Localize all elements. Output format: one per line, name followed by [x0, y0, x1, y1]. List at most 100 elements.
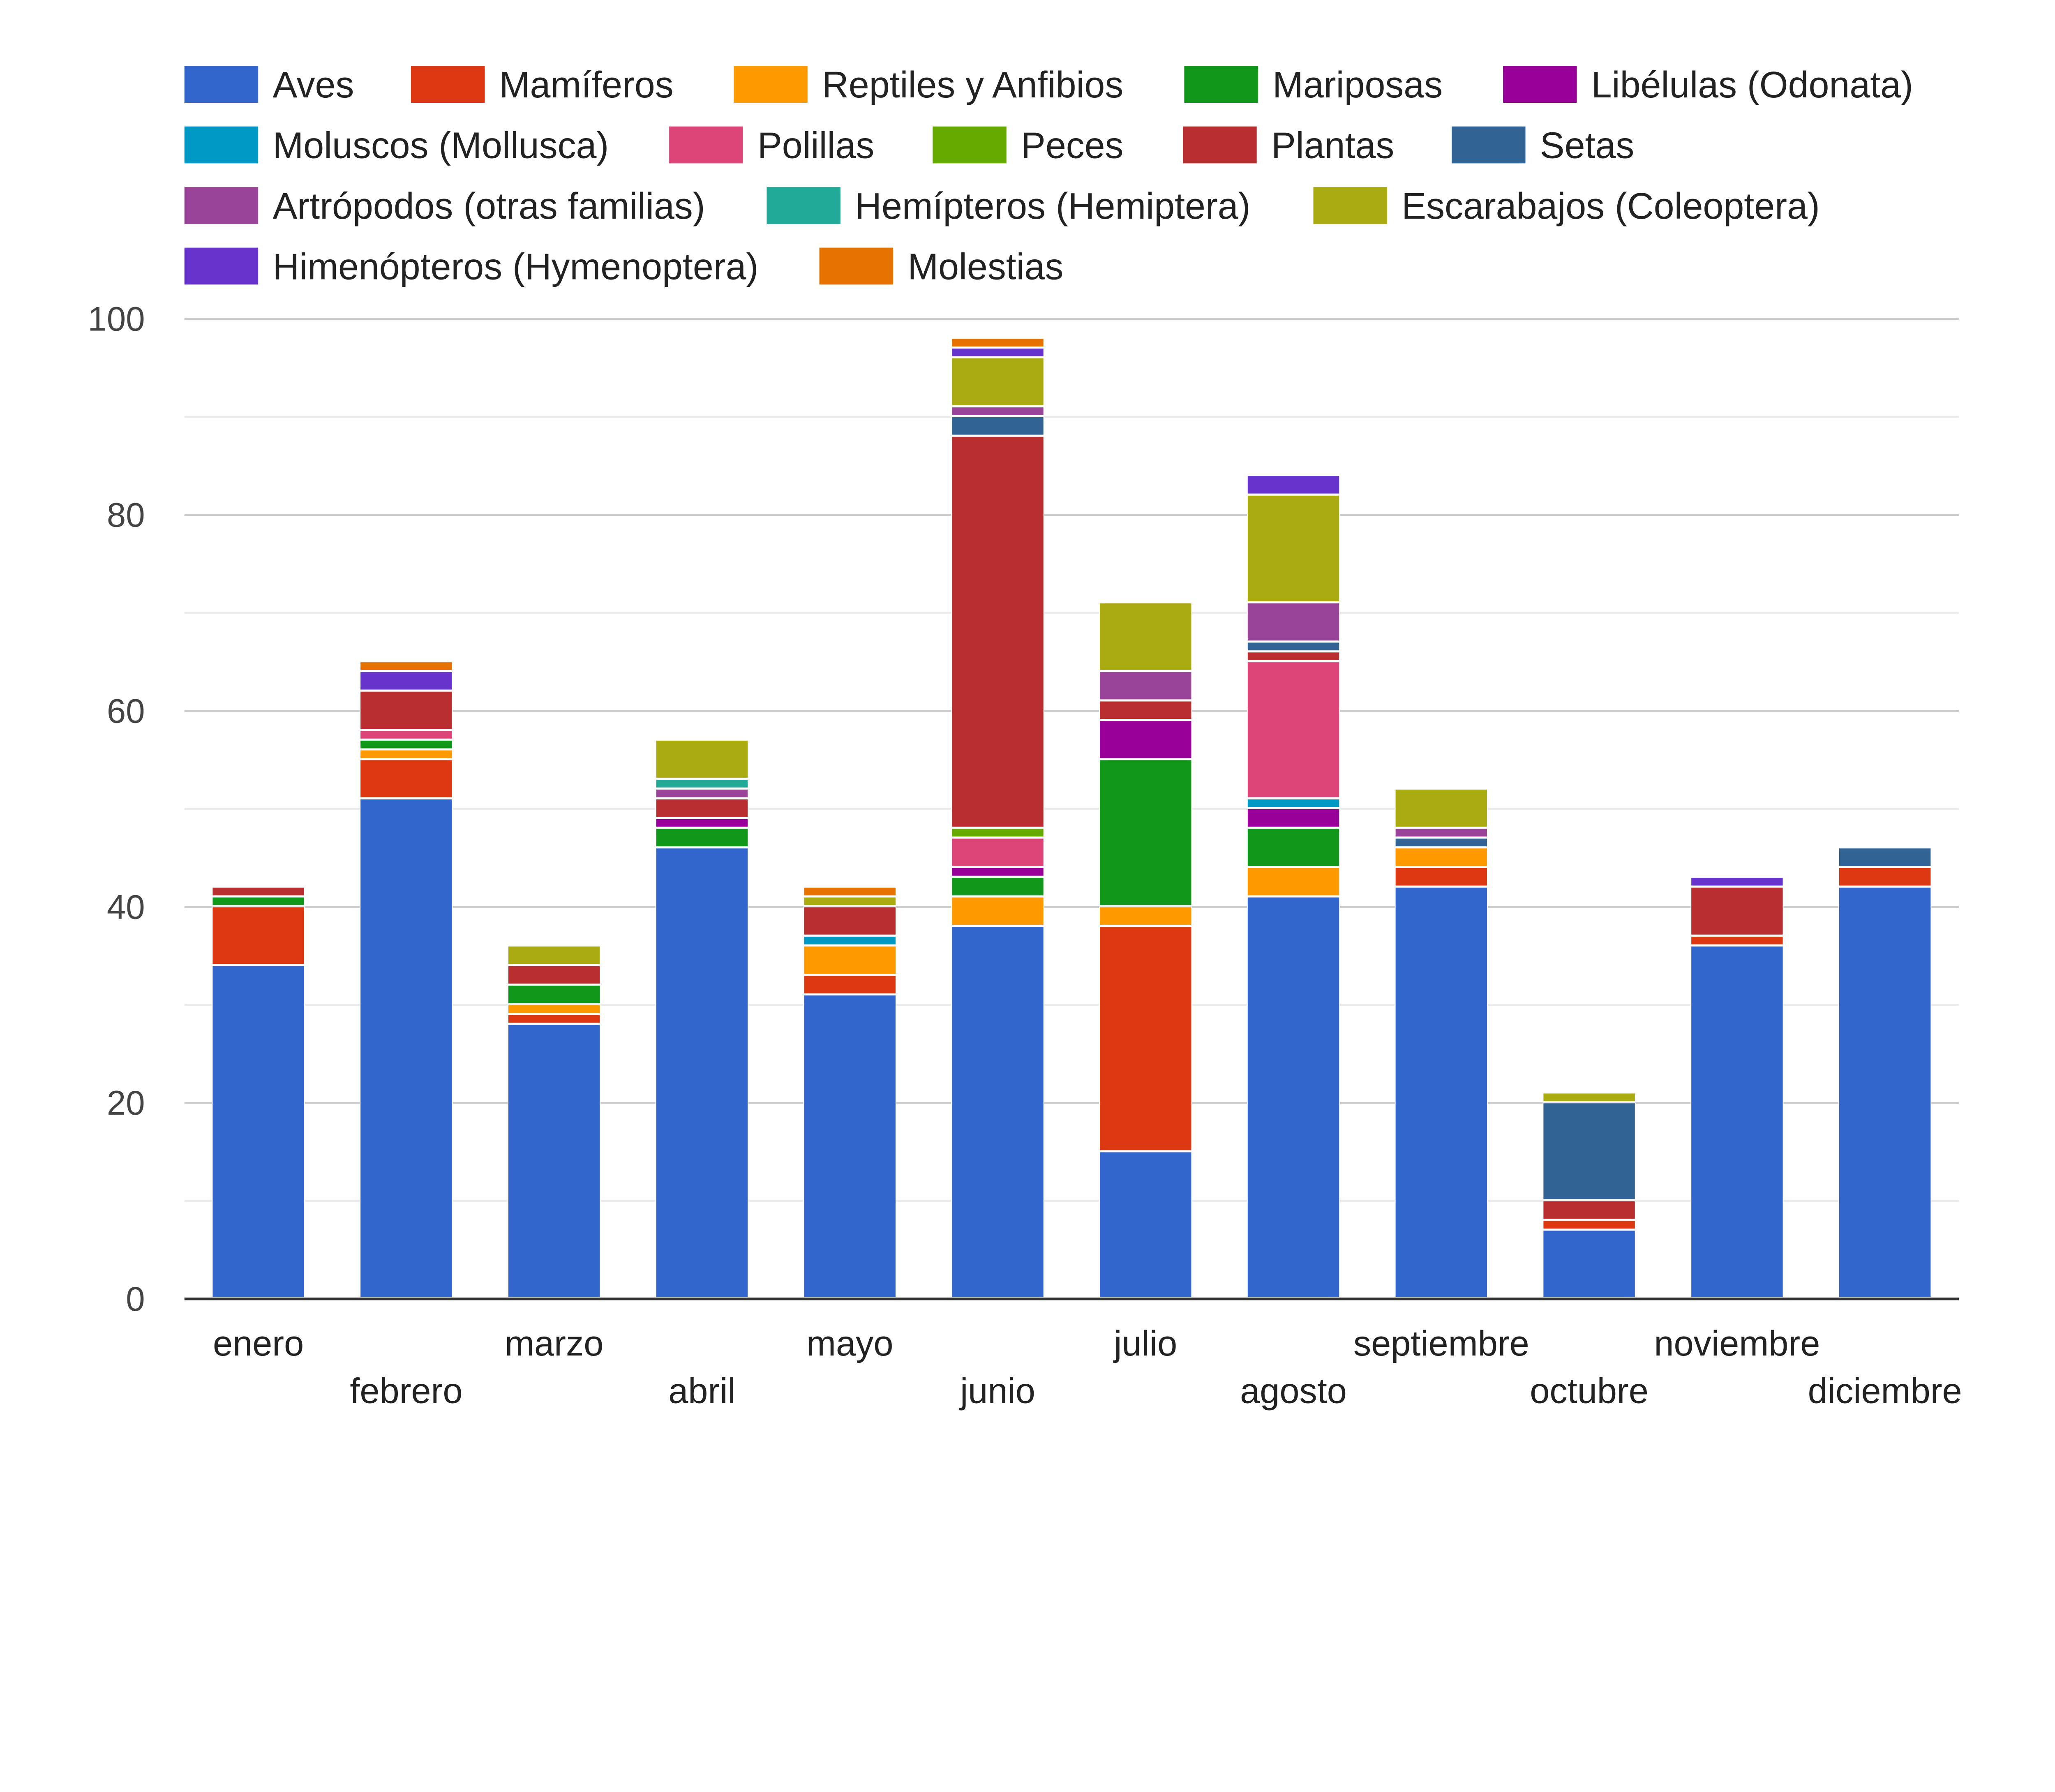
bar-segment[interactable]	[212, 887, 305, 896]
legend-item[interactable]: Polillas	[669, 125, 874, 166]
bar-segment[interactable]	[1690, 945, 1784, 1298]
legend-item[interactable]: Escarabajos (Coleoptera)	[1313, 186, 1820, 227]
bar-segment[interactable]	[655, 828, 749, 848]
bar-segment[interactable]	[655, 818, 749, 828]
bar-segment[interactable]	[803, 896, 896, 906]
bar-segment[interactable]	[951, 358, 1044, 406]
bar-segment[interactable]	[803, 945, 896, 975]
bar-segment[interactable]	[1542, 1092, 1636, 1102]
bar-segment[interactable]	[1395, 828, 1488, 838]
bar-segment[interactable]	[360, 690, 453, 730]
x-tick-label: julio	[1113, 1324, 1177, 1363]
bar-segment[interactable]	[360, 799, 453, 1298]
bar-segment[interactable]	[508, 1014, 601, 1024]
bar-segment[interactable]	[951, 838, 1044, 867]
bar-segment[interactable]	[951, 348, 1044, 357]
bar-segment[interactable]	[212, 906, 305, 965]
bar-segment[interactable]	[1247, 661, 1340, 798]
legend-item[interactable]: Mariposas	[1184, 65, 1443, 106]
bar-segment[interactable]	[360, 740, 453, 749]
bar-segment[interactable]	[508, 1024, 601, 1298]
bar-segment[interactable]	[951, 406, 1044, 416]
bar-segment[interactable]	[1099, 926, 1192, 1151]
x-tick-label: febrero	[350, 1371, 462, 1411]
legend-item[interactable]: Artrópodos (otras familias)	[184, 186, 705, 227]
bar-segment[interactable]	[360, 759, 453, 798]
bar-segment[interactable]	[1395, 867, 1488, 887]
bar-segment[interactable]	[1247, 603, 1340, 642]
bar-segment[interactable]	[1099, 700, 1192, 720]
bar-segment[interactable]	[1099, 671, 1192, 700]
legend-item[interactable]: Molestias	[819, 246, 1064, 287]
bar-segment[interactable]	[1099, 1151, 1192, 1298]
bar-segment[interactable]	[803, 935, 896, 945]
legend-item[interactable]: Libélulas (Odonata)	[1503, 65, 1913, 106]
bar-segment[interactable]	[1542, 1230, 1636, 1298]
legend-item[interactable]: Himenópteros (Hymenoptera)	[184, 246, 759, 287]
bar-segment[interactable]	[1099, 603, 1192, 671]
bar-segment[interactable]	[1247, 867, 1340, 896]
bar-segment[interactable]	[360, 730, 453, 739]
legend-item[interactable]: Moluscos (Mollusca)	[184, 125, 609, 166]
bar-segment[interactable]	[1247, 642, 1340, 651]
bar-segment[interactable]	[1838, 867, 1932, 887]
bar-segment[interactable]	[655, 848, 749, 1298]
bar-segment[interactable]	[1247, 651, 1340, 661]
legend-item[interactable]: Aves	[184, 65, 354, 106]
legend-item[interactable]: Reptiles y Anfibios	[734, 65, 1123, 106]
bar-segment[interactable]	[951, 896, 1044, 926]
legend-item[interactable]: Setas	[1452, 125, 1634, 166]
bars	[212, 338, 1932, 1298]
legend-item[interactable]: Peces	[933, 125, 1123, 166]
bar-segment[interactable]	[1247, 828, 1340, 867]
bar-segment[interactable]	[212, 965, 305, 1298]
bar-segment[interactable]	[951, 926, 1044, 1298]
bar-segment[interactable]	[655, 740, 749, 779]
bar-segment[interactable]	[951, 416, 1044, 436]
bar-segment[interactable]	[1395, 887, 1488, 1298]
bar-segment[interactable]	[1838, 848, 1932, 867]
bar-segment[interactable]	[1395, 848, 1488, 867]
bar-segment[interactable]	[508, 985, 601, 1004]
legend-item[interactable]: Hemípteros (Hemiptera)	[767, 186, 1251, 227]
bar-segment[interactable]	[1395, 789, 1488, 828]
bar-segment[interactable]	[508, 945, 601, 965]
bar-segment[interactable]	[1395, 838, 1488, 848]
bar-segment[interactable]	[803, 887, 896, 896]
bar-segment[interactable]	[1099, 720, 1192, 759]
bar-segment[interactable]	[1099, 906, 1192, 926]
bar-segment[interactable]	[803, 995, 896, 1298]
legend-item[interactable]: Mamíferos	[411, 65, 674, 106]
bar-segment[interactable]	[803, 906, 896, 935]
bar-segment[interactable]	[508, 965, 601, 984]
bar-segment[interactable]	[508, 1004, 601, 1014]
bar-segment[interactable]	[1542, 1200, 1636, 1220]
bar-segment[interactable]	[1247, 808, 1340, 828]
bar-segment[interactable]	[360, 661, 453, 671]
bar-segment[interactable]	[803, 975, 896, 994]
bar-segment[interactable]	[1099, 759, 1192, 906]
bar-segment[interactable]	[360, 749, 453, 759]
legend-item[interactable]: Plantas	[1183, 125, 1394, 166]
bar-segment[interactable]	[655, 789, 749, 798]
bar-segment[interactable]	[951, 338, 1044, 347]
bar-segment[interactable]	[1247, 475, 1340, 494]
bar-segment[interactable]	[951, 828, 1044, 838]
bar-segment[interactable]	[1690, 877, 1784, 887]
bar-segment[interactable]	[1247, 896, 1340, 1298]
bar-segment[interactable]	[1542, 1102, 1636, 1200]
bar-segment[interactable]	[1542, 1220, 1636, 1230]
x-tick-label: marzo	[505, 1324, 603, 1363]
bar-segment[interactable]	[655, 779, 749, 789]
bar-segment[interactable]	[951, 436, 1044, 828]
bar-segment[interactable]	[1247, 799, 1340, 808]
bar-segment[interactable]	[1838, 887, 1932, 1298]
bar-segment[interactable]	[1690, 935, 1784, 945]
bar-segment[interactable]	[951, 867, 1044, 877]
bar-segment[interactable]	[1247, 494, 1340, 602]
bar-segment[interactable]	[212, 896, 305, 906]
bar-segment[interactable]	[360, 671, 453, 690]
bar-segment[interactable]	[655, 799, 749, 818]
bar-segment[interactable]	[1690, 887, 1784, 935]
bar-segment[interactable]	[951, 877, 1044, 896]
